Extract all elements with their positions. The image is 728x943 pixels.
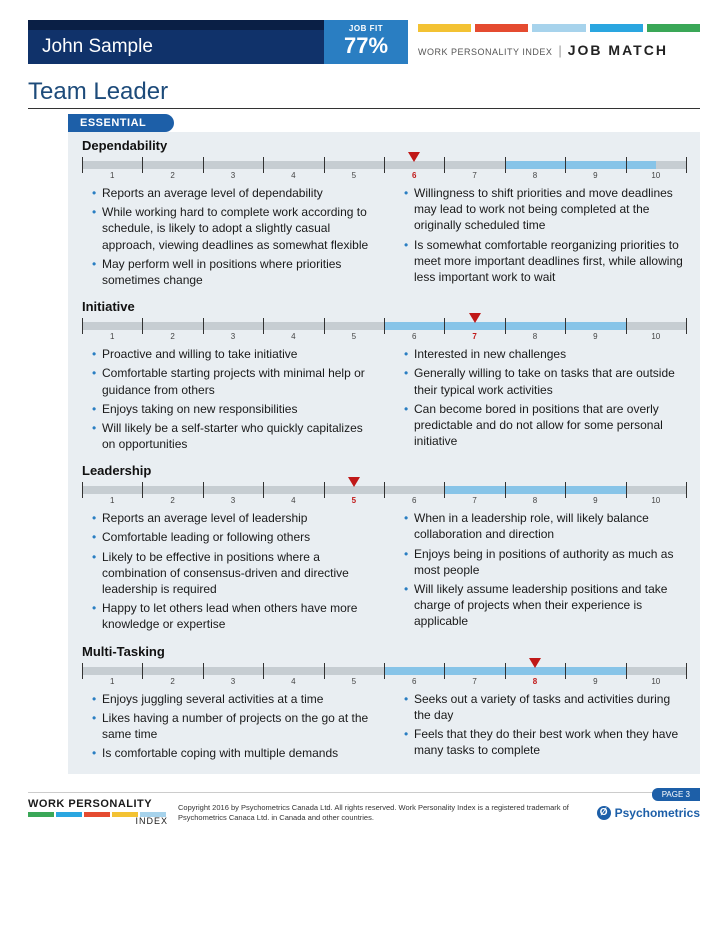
report-header: John Sample JOB FIT 77% WORK PERSONALITY… <box>28 20 700 64</box>
trait-title: Dependability <box>82 138 686 153</box>
job-fit-box: JOB FIT 77% <box>324 20 408 64</box>
header-title: WORK PERSONALITY INDEX | JOB MATCH <box>418 42 700 58</box>
trait-bullet: Reports an average level of leadership <box>92 510 374 526</box>
trait-bullet: While working hard to complete work acco… <box>92 204 374 253</box>
essential-tag: ESSENTIAL <box>68 114 174 132</box>
header-color-bars <box>418 24 700 32</box>
score-marker-icon <box>529 658 541 668</box>
trait-section: Multi-Tasking 12345678910 Enjoys juggling … <box>82 644 686 765</box>
score-marker-icon <box>348 477 360 487</box>
trait-section: Initiative 12345678910 Proactive and willi… <box>82 299 686 455</box>
trait-section: Dependability 12345678910 Reports an avera… <box>82 138 686 291</box>
trait-title: Multi-Tasking <box>82 644 686 659</box>
page-number-flag: PAGE 3 <box>652 788 700 801</box>
footer-wpi-logo: WORK PERSONALITY INDEX <box>28 799 168 826</box>
page-title: Team Leader <box>28 78 700 106</box>
trait-bullet: Happy to let others lead when others hav… <box>92 600 374 632</box>
candidate-name: John Sample <box>42 36 153 58</box>
page-footer: PAGE 3 WORK PERSONALITY INDEX Copyright … <box>28 792 700 826</box>
trait-bullet: Willingness to shift priorities and move… <box>404 185 686 234</box>
trait-scale: 12345678910 <box>82 155 686 181</box>
title-rule <box>28 108 700 109</box>
trait-bullet: Generally willing to take on tasks that … <box>404 365 686 397</box>
footer-copyright: Copyright 2016 by Psychometrics Canada L… <box>178 803 587 822</box>
trait-bullet: May perform well in positions where prio… <box>92 256 374 288</box>
wpi-label: WORK PERSONALITY INDEX <box>418 47 552 57</box>
footer-wpi-top: WORK PERSONALITY <box>28 798 152 810</box>
score-marker-icon <box>408 152 420 162</box>
trait-scale: 12345678910 <box>82 316 686 342</box>
job-match-label: JOB MATCH <box>568 42 668 58</box>
trait-bullet: Can become bored in positions that are o… <box>404 401 686 450</box>
trait-bullet: Likes having a number of projects on the… <box>92 710 374 742</box>
trait-bullet: Reports an average level of dependabilit… <box>92 185 374 201</box>
job-fit-value: 77% <box>324 33 408 59</box>
footer-brand: Ø Psychometrics <box>597 806 700 820</box>
trait-bullet: When in a leadership role, will likely b… <box>404 510 686 542</box>
job-fit-label: JOB FIT <box>324 20 408 33</box>
psychometrics-icon: Ø <box>597 806 611 820</box>
trait-bullet: Will likely assume leadership positions … <box>404 581 686 630</box>
trait-bullet: Feels that they do their best work when … <box>404 726 686 758</box>
trait-bullet: Proactive and willing to take initiative <box>92 346 374 362</box>
trait-bullet: Enjoys being in positions of authority a… <box>404 546 686 578</box>
name-bar: John Sample <box>28 30 324 64</box>
separator: | <box>558 43 561 58</box>
trait-bullet: Enjoys juggling several activities at a … <box>92 691 374 707</box>
trait-bullet: Comfortable starting projects with minim… <box>92 365 374 397</box>
trait-bullet: Likely to be effective in positions wher… <box>92 549 374 598</box>
trait-bullet: Is comfortable coping with multiple dema… <box>92 745 374 761</box>
trait-bullet: Seeks out a variety of tasks and activit… <box>404 691 686 723</box>
header-branding: WORK PERSONALITY INDEX | JOB MATCH <box>418 20 700 64</box>
sections-block: Dependability 12345678910 Reports an avera… <box>68 132 700 774</box>
header-accent-band <box>28 20 324 30</box>
trait-bullet: Comfortable leading or following others <box>92 529 374 545</box>
trait-bullet: Enjoys taking on new responsibilities <box>92 401 374 417</box>
trait-bullet: Interested in new challenges <box>404 346 686 362</box>
score-marker-icon <box>469 313 481 323</box>
trait-scale: 12345678910 <box>82 480 686 506</box>
trait-title: Leadership <box>82 463 686 478</box>
trait-scale: 12345678910 <box>82 661 686 687</box>
footer-wpi-bottom: INDEX <box>28 817 168 826</box>
footer-brand-text: Psychometrics <box>615 806 700 820</box>
essential-tag-wrap: ESSENTIAL <box>68 113 700 132</box>
trait-section: Leadership 12345678910 Reports an average … <box>82 463 686 635</box>
trait-title: Initiative <box>82 299 686 314</box>
trait-bullet: Is somewhat comfortable reorganizing pri… <box>404 237 686 286</box>
trait-bullet: Will likely be a self-starter who quickl… <box>92 420 374 452</box>
